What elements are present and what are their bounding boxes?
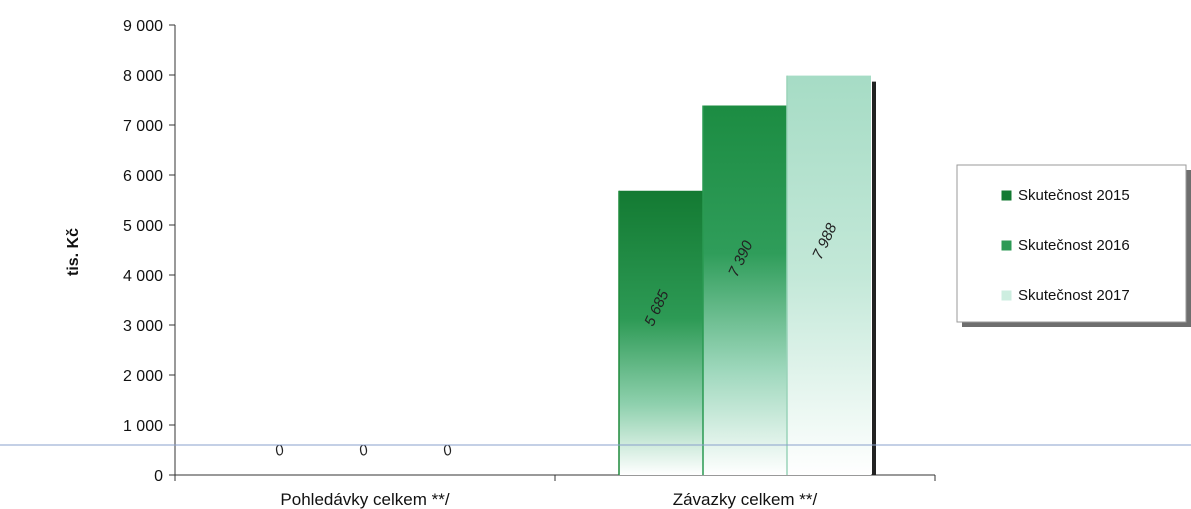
bar [787, 75, 871, 475]
y-tick-label: 8 000 [123, 68, 163, 85]
y-tick-label: 2 000 [123, 368, 163, 385]
y-tick-label: 1 000 [123, 418, 163, 435]
y-tick-label: 6 000 [123, 168, 163, 185]
data-label: 0 [441, 441, 455, 460]
legend-label: Skutečnost 2017 [1018, 287, 1130, 304]
bar [619, 190, 703, 475]
y-tick-label: 9 000 [123, 18, 163, 35]
data-label: 0 [273, 441, 287, 460]
x-tick-label: Závazky celkem **/ [673, 490, 818, 509]
y-axis-label: tis. Kč [65, 228, 82, 276]
legend-label: Skutečnost 2015 [1018, 187, 1130, 204]
legend: Skutečnost 2015 Skutečnost 2016 Skutečnost… [956, 164, 1191, 327]
y-tick-label: 7 000 [123, 118, 163, 135]
y-axis: 0 1 000 2 000 3 000 4 000 5 000 6 000 7 000 8 00… [123, 18, 176, 485]
y-tick-label: 0 [154, 468, 163, 485]
legend-swatch [1001, 190, 1012, 201]
legend-swatch [1001, 240, 1012, 251]
legend-label: Skutečnost 2016 [1018, 237, 1130, 254]
legend-swatch [1001, 290, 1012, 301]
bars [618, 75, 876, 475]
x-tick-label: Pohledávky celkem **/ [280, 490, 449, 509]
y-tick-label: 4 000 [123, 268, 163, 285]
bar [703, 105, 787, 475]
y-tick-label: 3 000 [123, 318, 163, 335]
data-label: 0 [357, 441, 371, 460]
y-tick-label: 5 000 [123, 218, 163, 235]
x-axis: Pohledávky celkem **/ Závazky celkem **/ [174, 474, 936, 509]
